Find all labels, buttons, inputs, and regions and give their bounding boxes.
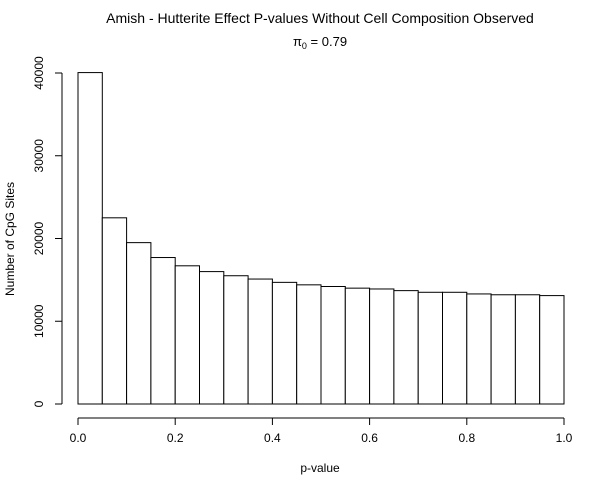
histogram-bar (174, 265, 200, 405)
histogram-bar (344, 287, 371, 405)
x-tick-label: 1.0 (556, 431, 573, 445)
histogram-bar (296, 284, 322, 405)
x-tick-label: 0.2 (167, 431, 184, 445)
histogram-bar (320, 285, 346, 405)
histogram-bar (466, 293, 492, 405)
histogram-bars (77, 72, 565, 405)
y-tick-label: 30000 (32, 139, 46, 173)
subtitle-value: = 0.79 (307, 34, 347, 49)
x-axis: 0.0 0.2 0.4 0.6 0.8 1.0 (70, 417, 573, 445)
x-tick-label: 0.6 (361, 431, 378, 445)
histogram-bar (247, 278, 273, 405)
x-tick-label: 0.8 (458, 431, 475, 445)
subtitle-symbol: π (293, 34, 302, 49)
histogram-bar (101, 217, 128, 405)
y-axis: 0 10000 20000 30000 40000 (32, 56, 63, 407)
histogram-bar (539, 295, 565, 405)
histogram-bar (369, 288, 395, 405)
histogram-bar (271, 281, 298, 405)
histogram-bar (417, 291, 444, 405)
histogram-bar (442, 291, 468, 405)
y-axis-label: Number of CpG Sites (3, 182, 17, 296)
histogram-bar (514, 294, 541, 405)
x-axis-label: p-value (300, 461, 340, 475)
histogram-bar (490, 294, 516, 405)
y-tick-label: 0 (32, 400, 46, 407)
subtitle-subscript: 0 (302, 41, 307, 51)
y-tick-label: 10000 (32, 304, 46, 338)
x-tick-label: 0.4 (264, 431, 281, 445)
x-tick-label: 0.0 (70, 431, 87, 445)
chart-subtitle: π0 = 0.79 (293, 34, 347, 51)
chart-title: Amish - Hutterite Effect P-values Withou… (106, 10, 534, 26)
histogram-bar (77, 72, 103, 405)
histogram-bar (199, 271, 225, 405)
histogram-bar (393, 290, 419, 405)
histogram-bar (223, 275, 249, 405)
y-tick-label: 20000 (32, 221, 46, 255)
histogram-bar (150, 257, 176, 405)
histogram-bar (126, 242, 152, 405)
y-tick-label: 40000 (32, 56, 46, 90)
